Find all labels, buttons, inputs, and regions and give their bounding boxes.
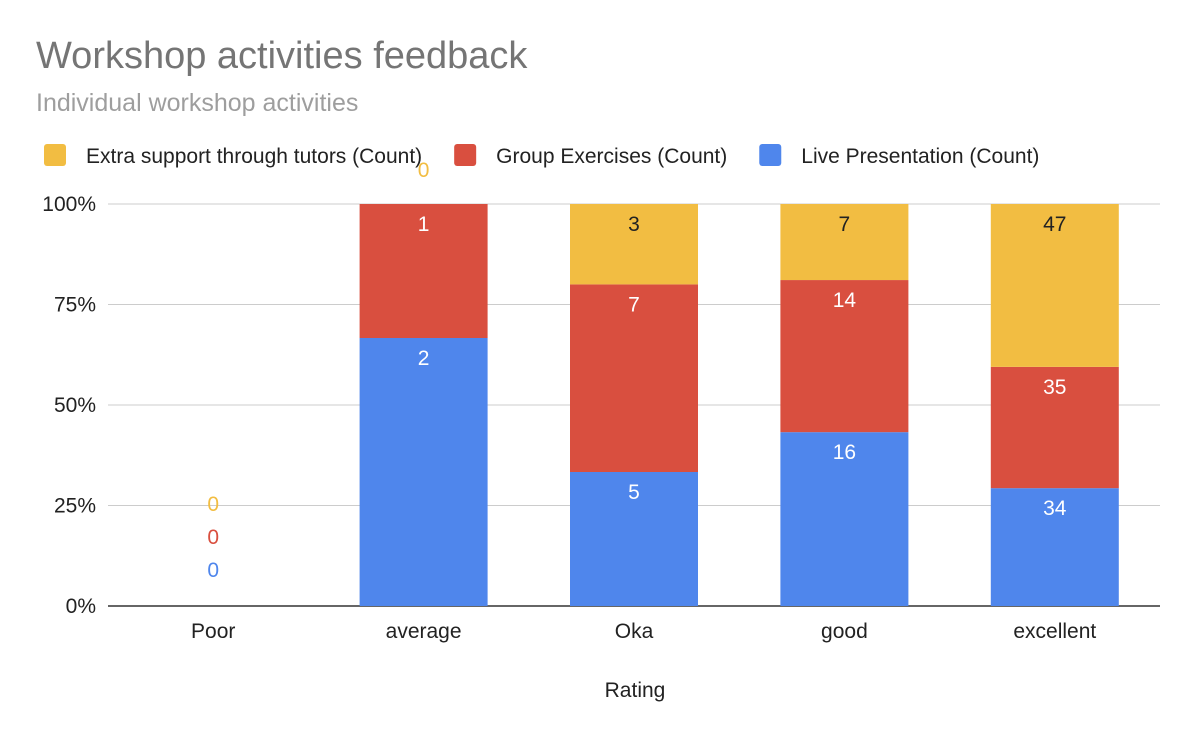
data-label: 7 xyxy=(839,213,851,236)
y-tick-label: 0% xyxy=(66,595,96,618)
legend: Extra support through tutors (Count) Grou… xyxy=(44,144,1039,168)
data-label: 14 xyxy=(833,289,857,312)
data-label: 5 xyxy=(628,481,640,504)
bar-segment xyxy=(990,366,1119,489)
bar-segment xyxy=(780,204,909,281)
data-label: 3 xyxy=(628,213,640,236)
chart-subtitle: Individual workshop activities xyxy=(36,89,358,117)
legend-label: Live Presentation (Count) xyxy=(801,145,1039,168)
bar-group-poor: 0 0 0 xyxy=(207,493,219,582)
y-tick-label: 50% xyxy=(54,394,96,417)
legend-item: Extra support through tutors (Count) xyxy=(44,144,422,168)
legend-label: Group Exercises (Count) xyxy=(496,145,727,168)
data-label: 7 xyxy=(628,293,640,316)
bar-segment xyxy=(570,472,698,606)
x-tick-label: Poor xyxy=(191,620,235,643)
y-tick-label: 25% xyxy=(54,495,96,518)
legend-label: Extra support through tutors (Count) xyxy=(86,145,422,168)
x-tick-label: average xyxy=(386,620,462,643)
bar-segment xyxy=(990,488,1119,606)
bars: 0 0 0 2 1 0 5 7 3 16 14 7 34 35 47 xyxy=(207,159,1119,606)
x-axis-title: Rating xyxy=(605,679,666,702)
bar-segment xyxy=(359,204,488,338)
bar-segment xyxy=(570,204,698,285)
data-label: 16 xyxy=(833,441,856,464)
legend-item: Live Presentation (Count) xyxy=(759,144,1039,168)
x-tick-label: good xyxy=(821,620,868,643)
bar-segment xyxy=(780,432,909,606)
y-axis: 0% 25% 50% 75% 100% xyxy=(42,193,96,618)
bar-group-good: 16 14 7 xyxy=(780,204,909,606)
data-label: 47 xyxy=(1043,213,1066,236)
bar-group-excellent: 34 35 47 xyxy=(990,204,1119,606)
x-axis: Poor average Oka good excellent xyxy=(191,620,1096,643)
bar-group-oka: 5 7 3 xyxy=(570,204,698,606)
data-label: 0 xyxy=(207,559,219,582)
data-label: 0 xyxy=(207,526,219,549)
data-label: 34 xyxy=(1043,497,1067,520)
data-label: 35 xyxy=(1043,376,1066,399)
bar-group-average: 2 1 0 xyxy=(359,159,488,606)
x-tick-label: Oka xyxy=(615,620,654,643)
x-tick-label: excellent xyxy=(1013,620,1096,643)
bar-segment xyxy=(359,338,488,606)
legend-swatch xyxy=(44,144,66,166)
chart-title: Workshop activities feedback xyxy=(36,35,528,77)
y-tick-label: 100% xyxy=(42,193,96,216)
data-label: 1 xyxy=(418,213,430,236)
data-label: 0 xyxy=(418,159,430,182)
legend-swatch xyxy=(454,144,477,166)
legend-swatch xyxy=(759,144,782,166)
data-label: 2 xyxy=(418,347,430,370)
bar-segment xyxy=(990,204,1119,367)
bar-segment xyxy=(780,280,909,433)
bar-segment xyxy=(570,284,698,472)
data-label: 0 xyxy=(207,493,219,516)
y-tick-label: 75% xyxy=(54,294,96,317)
legend-item: Group Exercises (Count) xyxy=(454,144,727,168)
